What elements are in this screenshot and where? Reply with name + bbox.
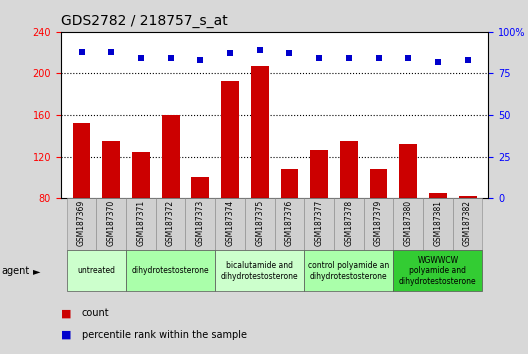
Text: GSM187370: GSM187370 — [107, 200, 116, 246]
Text: GSM187374: GSM187374 — [225, 200, 234, 246]
Point — [77, 49, 86, 55]
Text: GSM187376: GSM187376 — [285, 200, 294, 246]
Point — [315, 56, 323, 61]
Bar — [67, 250, 126, 291]
Text: GSM187372: GSM187372 — [166, 200, 175, 246]
Text: ■: ■ — [61, 308, 71, 318]
Bar — [280, 169, 298, 198]
Text: control polyamide an
dihydrotestosterone: control polyamide an dihydrotestosterone — [308, 261, 390, 280]
Bar — [102, 141, 120, 198]
Bar — [245, 198, 275, 250]
Bar — [73, 124, 90, 198]
Point — [107, 49, 116, 55]
Bar — [126, 250, 215, 291]
Point — [256, 47, 264, 53]
Text: GDS2782 / 218757_s_at: GDS2782 / 218757_s_at — [61, 14, 228, 28]
Bar — [393, 250, 483, 291]
Bar — [304, 198, 334, 250]
Text: bicalutamide and
dihydrotestosterone: bicalutamide and dihydrotestosterone — [221, 261, 298, 280]
Text: GSM187378: GSM187378 — [344, 200, 353, 246]
Point — [196, 57, 204, 63]
Text: count: count — [82, 308, 109, 318]
Point — [404, 56, 412, 61]
Text: GSM187369: GSM187369 — [77, 200, 86, 246]
Point — [345, 56, 353, 61]
Text: GSM187380: GSM187380 — [404, 200, 413, 246]
Point — [464, 57, 472, 63]
Text: GSM187373: GSM187373 — [196, 200, 205, 246]
Bar — [275, 198, 304, 250]
Text: GSM187382: GSM187382 — [463, 200, 472, 246]
Point — [166, 56, 175, 61]
Text: ►: ► — [33, 266, 40, 276]
Bar — [370, 169, 388, 198]
Bar — [67, 198, 96, 250]
Bar — [310, 150, 328, 198]
Point — [433, 59, 442, 65]
Text: GSM187377: GSM187377 — [315, 200, 324, 246]
Bar — [364, 198, 393, 250]
Bar — [162, 115, 180, 198]
Bar — [221, 81, 239, 198]
Bar — [459, 196, 477, 198]
Text: GSM187375: GSM187375 — [255, 200, 264, 246]
Point — [137, 56, 145, 61]
Text: percentile rank within the sample: percentile rank within the sample — [82, 330, 247, 339]
Bar — [304, 250, 393, 291]
Bar — [453, 198, 483, 250]
Text: dihydrotestosterone: dihydrotestosterone — [132, 266, 210, 275]
Bar — [429, 193, 447, 198]
Point — [226, 51, 234, 56]
Text: GSM187381: GSM187381 — [433, 200, 442, 246]
Bar — [423, 198, 453, 250]
Point — [374, 56, 383, 61]
Bar — [399, 144, 417, 198]
Bar — [156, 198, 185, 250]
Bar — [215, 198, 245, 250]
Bar — [251, 66, 269, 198]
Text: untreated: untreated — [78, 266, 115, 275]
Text: ■: ■ — [61, 330, 71, 339]
Point — [285, 51, 294, 56]
Bar — [215, 250, 304, 291]
Bar — [192, 177, 209, 198]
Bar — [97, 198, 126, 250]
Text: agent: agent — [1, 266, 30, 276]
Bar — [334, 198, 364, 250]
Bar — [340, 141, 358, 198]
Text: GSM187371: GSM187371 — [136, 200, 145, 246]
Bar — [132, 153, 150, 198]
Bar — [185, 198, 215, 250]
Text: WGWWCW
polyamide and
dihydrotestosterone: WGWWCW polyamide and dihydrotestosterone — [399, 256, 477, 286]
Bar — [126, 198, 156, 250]
Bar — [393, 198, 423, 250]
Text: GSM187379: GSM187379 — [374, 200, 383, 246]
